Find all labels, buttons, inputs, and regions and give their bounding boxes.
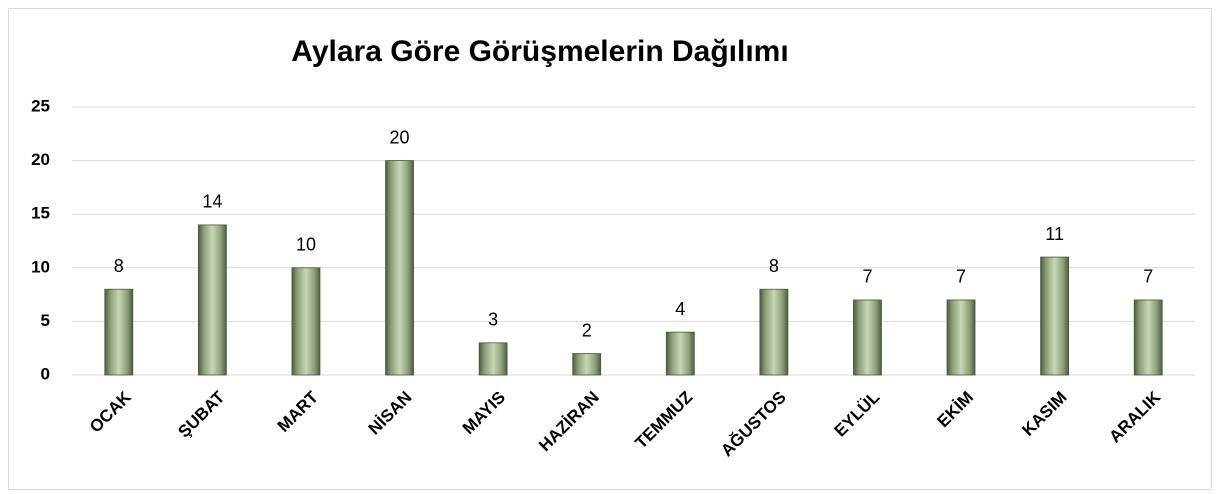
bar (1133, 299, 1163, 376)
data-label: 11 (1045, 224, 1064, 244)
data-label: 20 (390, 127, 410, 147)
chart-title: Aylara Göre Görüşmelerin Dağılımı (291, 35, 788, 68)
data-label: 7 (1143, 267, 1153, 287)
data-label: 3 (488, 310, 498, 330)
bar (385, 160, 414, 376)
data-label: 7 (862, 267, 872, 287)
bar (478, 342, 508, 376)
bar (197, 224, 227, 376)
bar (291, 267, 321, 376)
data-label: 8 (114, 256, 124, 276)
y-tick-label: 10 (31, 257, 50, 276)
data-label: 8 (769, 256, 779, 276)
y-tick-label: 25 (31, 96, 50, 115)
bar (853, 299, 882, 376)
bar (1040, 256, 1070, 376)
y-tick-label: 5 (41, 311, 50, 330)
data-label: 2 (582, 320, 592, 340)
bar (572, 353, 602, 376)
bar (946, 299, 976, 376)
data-label: 7 (956, 267, 966, 287)
y-tick-label: 0 (41, 364, 50, 383)
y-tick-label: 15 (31, 204, 50, 223)
bar (665, 331, 695, 376)
y-tick-label: 20 (31, 150, 50, 169)
bar (104, 288, 134, 376)
bar (759, 288, 789, 376)
data-label: 14 (202, 192, 222, 212)
data-label: 10 (296, 235, 316, 255)
data-label: 4 (675, 299, 685, 319)
